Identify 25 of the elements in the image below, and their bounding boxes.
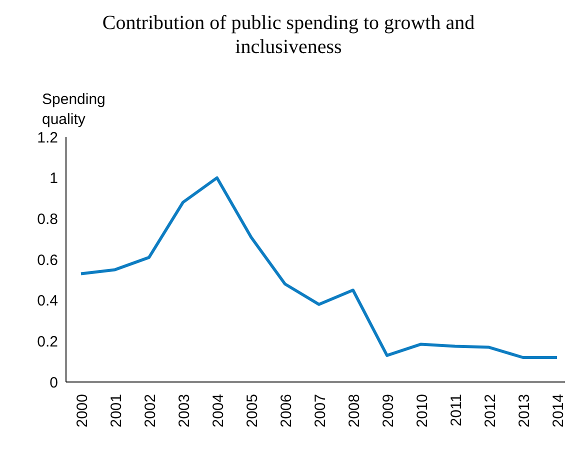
x-tick-label: 2003 bbox=[176, 394, 193, 428]
y-tick-label: 0.4 bbox=[37, 292, 58, 310]
x-tick-label: 2007 bbox=[312, 394, 329, 428]
x-tick-label: 2002 bbox=[142, 394, 159, 428]
y-axis-title: Spending quality bbox=[42, 90, 106, 130]
x-tick-label: 2001 bbox=[108, 394, 125, 428]
x-tick-label: 2011 bbox=[448, 394, 465, 426]
y-tick-label: 0 bbox=[50, 374, 58, 392]
line-series bbox=[80, 176, 558, 359]
x-tick-label: 2013 bbox=[516, 394, 533, 428]
y-tick-label: 0.6 bbox=[37, 252, 58, 269]
x-tick-label: 2006 bbox=[278, 394, 295, 428]
y-tick-label: 1.2 bbox=[37, 129, 58, 146]
x-tick-label: 2000 bbox=[74, 394, 91, 428]
x-tick-label: 2009 bbox=[380, 394, 397, 428]
y-tick-label: 0.2 bbox=[37, 333, 58, 350]
y-tick-label: 1 bbox=[50, 170, 58, 188]
x-tick-label: 2008 bbox=[346, 394, 363, 428]
x-tick-label: 2012 bbox=[482, 394, 499, 428]
y-tick-label: 0.8 bbox=[37, 210, 58, 228]
x-tick-label: 2004 bbox=[210, 394, 227, 428]
x-tick-label: 2005 bbox=[244, 394, 261, 428]
x-tick-label: 2014 bbox=[550, 394, 567, 428]
x-tick-label: 2010 bbox=[414, 394, 431, 428]
chart-title: Contribution of public spending to growth and inclusiveness bbox=[101, 11, 476, 59]
